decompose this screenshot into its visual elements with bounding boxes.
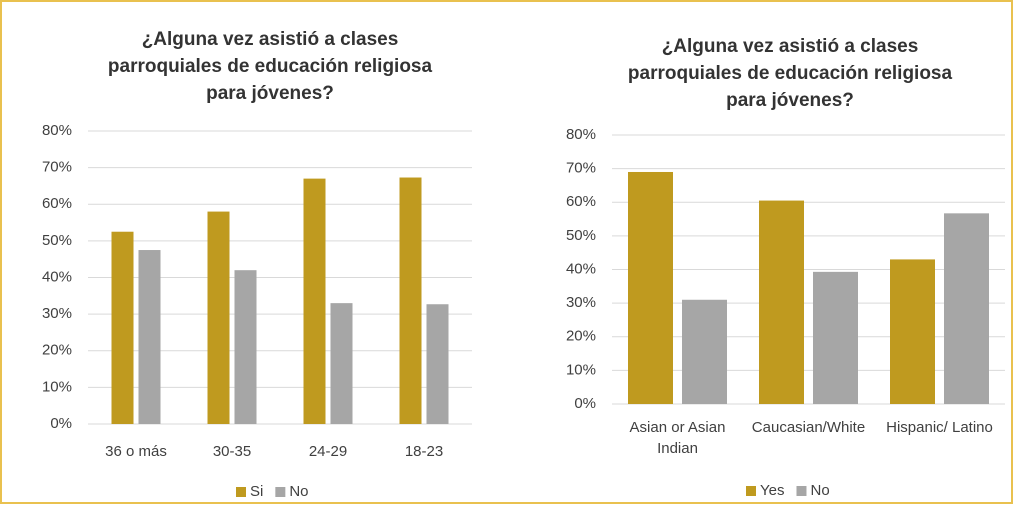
y-tick-label: 70% bbox=[42, 159, 72, 176]
bar bbox=[234, 270, 257, 424]
y-tick-label: 80% bbox=[42, 122, 72, 139]
y-tick-label: 50% bbox=[566, 227, 596, 244]
y-tick-label: 60% bbox=[566, 193, 596, 210]
x-tick-label-box: 36 o más bbox=[105, 443, 167, 460]
x-tick-label-box: Hispanic/ Latino bbox=[886, 419, 993, 436]
legend-label: Yes bbox=[760, 482, 784, 499]
x-tick-label: 18-23 bbox=[404, 443, 444, 460]
y-tick-label: 10% bbox=[42, 378, 72, 395]
chart-title-box: ¿Alguna vez asistió a clases parroquiale… bbox=[627, 36, 953, 111]
chart-title: ¿Alguna vez asistió a clases parroquiale… bbox=[627, 36, 953, 111]
y-tick-label: 60% bbox=[42, 195, 72, 212]
bar bbox=[207, 211, 230, 424]
chart-title-box: ¿Alguna vez asistió a clases parroquiale… bbox=[107, 29, 433, 104]
y-tick-label: 0% bbox=[574, 395, 596, 412]
x-tick-label-box: 24-29 bbox=[308, 443, 348, 460]
y-tick-label: 10% bbox=[566, 361, 596, 378]
bar bbox=[426, 304, 449, 424]
x-tick-label-box: 18-23 bbox=[404, 443, 444, 460]
x-tick-label-box: 30-35 bbox=[212, 443, 252, 460]
bar bbox=[303, 178, 326, 424]
y-tick-label: 30% bbox=[566, 294, 596, 311]
bar bbox=[759, 200, 804, 404]
bar bbox=[138, 250, 161, 424]
legend-label: No bbox=[810, 482, 829, 499]
x-tick-label: 30-35 bbox=[212, 443, 252, 460]
y-tick-label: 40% bbox=[566, 260, 596, 277]
legend-swatch bbox=[796, 486, 807, 496]
bar bbox=[628, 171, 673, 404]
y-tick-label: 20% bbox=[566, 328, 596, 345]
x-tick-label-box: Asian or Asian Indian bbox=[629, 419, 726, 457]
bar bbox=[111, 231, 134, 424]
x-tick-label-box: Caucasian/White bbox=[751, 419, 866, 436]
y-tick-label: 0% bbox=[50, 415, 72, 432]
bar bbox=[399, 177, 422, 424]
bar bbox=[682, 299, 727, 404]
y-tick-label: 30% bbox=[42, 305, 72, 322]
y-tick-label: 70% bbox=[566, 160, 596, 177]
x-tick-label: Hispanic/ Latino bbox=[886, 419, 993, 436]
bar bbox=[330, 303, 353, 424]
x-tick-label: Caucasian/White bbox=[751, 419, 866, 436]
y-tick-label: 40% bbox=[42, 268, 72, 285]
x-tick-label: Asian or Asian Indian bbox=[629, 419, 726, 457]
legend-swatch bbox=[236, 487, 246, 497]
legend-swatch bbox=[746, 486, 756, 496]
chart-title: ¿Alguna vez asistió a clases parroquiale… bbox=[107, 29, 433, 104]
legend-label: No bbox=[289, 483, 308, 500]
y-tick-label: 50% bbox=[42, 232, 72, 249]
y-tick-label: 20% bbox=[42, 342, 72, 359]
legend-label: Si bbox=[250, 483, 263, 500]
legend-swatch bbox=[275, 487, 286, 497]
y-tick-label: 80% bbox=[566, 126, 596, 143]
x-tick-label: 24-29 bbox=[308, 443, 348, 460]
bar bbox=[890, 259, 935, 404]
bar bbox=[813, 271, 858, 404]
x-tick-label: 36 o más bbox=[105, 443, 167, 460]
bar bbox=[944, 213, 989, 404]
